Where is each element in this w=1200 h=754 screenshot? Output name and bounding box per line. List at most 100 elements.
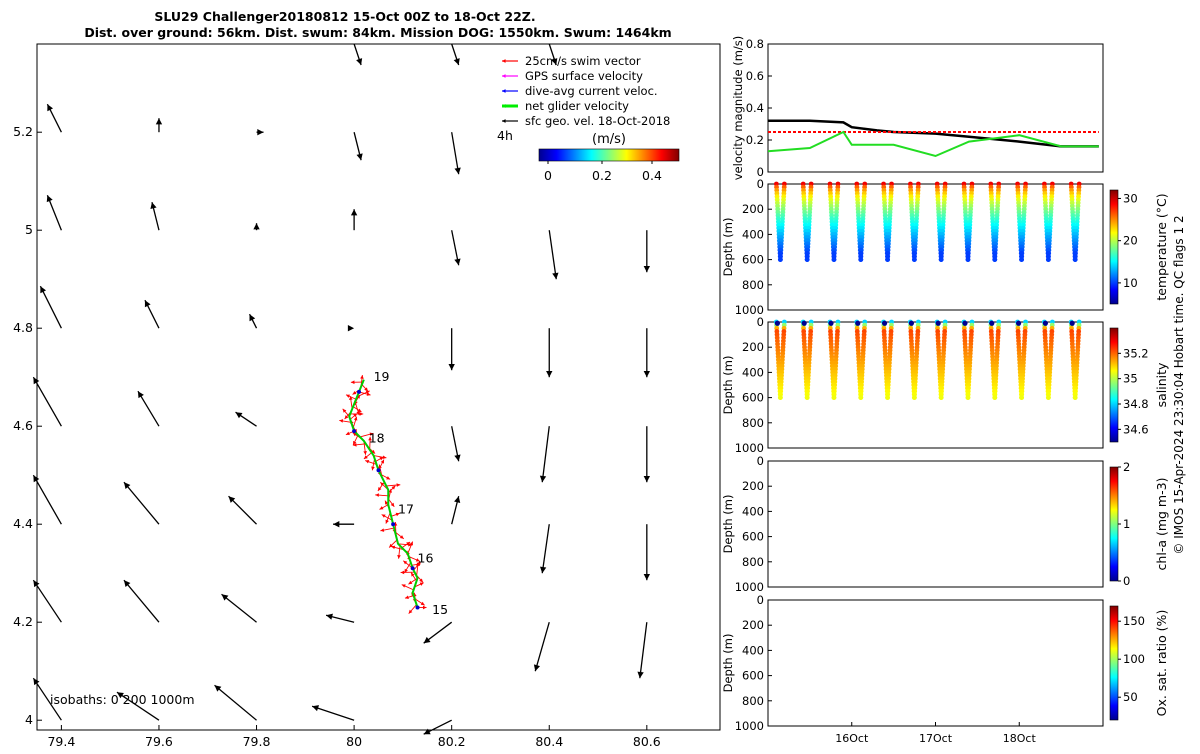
dive-profile (935, 182, 948, 262)
track-day-label: 18 (369, 430, 385, 445)
colorbar-tick-label: 0 (544, 168, 552, 183)
swim-vector (388, 486, 395, 493)
dive-profile (1042, 320, 1055, 400)
depth-y-tick-label: 400 (742, 643, 764, 657)
colorbar-tick-label: 35.2 (1123, 346, 1149, 360)
sfc-velocity-arrow (534, 622, 549, 671)
map-x-tick-label: 80.2 (438, 734, 466, 749)
sfc-velocity-arrow (156, 118, 162, 132)
depth-ylabel: Depth (m) (721, 495, 735, 554)
depth-colorbar (1110, 606, 1118, 720)
velocity-y-tick-label: 0.2 (746, 133, 764, 147)
dive-profile (828, 182, 841, 262)
sfc-velocity-arrow (354, 132, 363, 160)
swim-vector (376, 457, 384, 462)
swim-vector (402, 584, 414, 589)
sfc-velocity-arrow (326, 614, 354, 623)
map-y-tick-label: 4.2 (13, 614, 33, 629)
legend-swatch (502, 89, 518, 93)
dive-profile (854, 320, 867, 400)
sfc-velocity-arrow (449, 328, 455, 370)
map-x-tick-label: 80.6 (633, 734, 661, 749)
sfc-velocity-arrow (351, 209, 357, 230)
depth-y-tick-label: 200 (742, 340, 764, 354)
depth-y-tick-label: 0 (757, 454, 764, 468)
map-y-tick-label: 5.2 (13, 124, 33, 139)
sfc-velocity-arrow (145, 300, 159, 328)
dive-profile (1015, 320, 1028, 400)
swim-vector (386, 483, 400, 487)
depth-y-tick-label: 400 (742, 504, 764, 518)
depth-y-tick-label: 600 (742, 669, 764, 683)
map-x-tick-label: 79.6 (145, 734, 173, 749)
colorbar-label: chl-a (mg m-3) (1154, 478, 1169, 571)
legend-swatch (502, 74, 518, 78)
dive-profile (881, 182, 894, 262)
sfc-velocity-arrow (222, 594, 257, 622)
legend-item: GPS surface velocity (502, 69, 643, 83)
dive-avg-current-point (411, 566, 415, 570)
sfc-velocity-arrow (124, 580, 159, 622)
depth-y-tick-label: 800 (742, 416, 764, 430)
colorbar-tick-label: 0.4 (642, 168, 662, 183)
depth-colorbar (1110, 467, 1118, 581)
dive-profile (1015, 182, 1028, 262)
swim-vector (353, 417, 357, 428)
colorbar-label: salinity (1154, 362, 1169, 407)
sfc-velocity-arrow (249, 314, 256, 328)
colorbar-label: Ox. sat. ratio (%) (1154, 610, 1169, 717)
sfc-velocity-arrow (546, 328, 552, 377)
dive-profile (935, 320, 948, 400)
depth-colorbar (1110, 190, 1118, 304)
speed-colorbar (539, 149, 679, 161)
sfc-velocity-arrow (312, 705, 354, 720)
colorbar-tick-label: 34.8 (1123, 397, 1149, 411)
time-tick-label: 18Oct (1003, 732, 1037, 745)
legend-label: dive-avg current veloc. (525, 84, 658, 98)
map-x-tick-label: 80 (346, 734, 362, 749)
legend-swatch (502, 59, 518, 63)
velocity-ylabel: velocity magnitude (m/s) (731, 36, 745, 181)
dive-avg-current-point (416, 606, 420, 610)
velocity-y-tick-label: 0.8 (746, 37, 764, 51)
sfc-velocity-arrow (452, 132, 461, 174)
legend-label: GPS surface velocity (525, 69, 643, 83)
isobaths-label: isobaths: 0 200 1000m (50, 692, 195, 707)
depth-y-tick-label: 200 (742, 618, 764, 632)
velocity-series-line (768, 132, 1099, 156)
velocity-lines (768, 121, 1099, 156)
sfc-velocity-arrow (549, 230, 558, 279)
legend-item: sfc geo. vel. 18-Oct-2018 (502, 114, 670, 128)
colorbar-tick-label: 2 (1123, 460, 1130, 474)
sfc-velocity-arrow (424, 720, 452, 734)
title-line-1: SLU29 Challenger20180812 15-Oct 00Z to 1… (154, 9, 535, 24)
legend-item: dive-avg current veloc. (502, 84, 658, 98)
legend-label: 25cm/s swim vector (525, 54, 641, 68)
sfc-velocity-arrow (236, 412, 257, 426)
swim-vector (385, 512, 390, 523)
swim-vector (409, 605, 417, 614)
map-y-tick-label: 4.6 (13, 418, 33, 433)
sfc-velocity-arrow (452, 426, 461, 461)
map-y-tick-label: 5 (25, 222, 33, 237)
sfc-velocity-arrow (47, 104, 61, 132)
swim-vector (353, 435, 358, 445)
sfc-velocity-arrow (124, 482, 159, 524)
track-day-label: 16 (418, 551, 434, 566)
sfc-velocity-arrow (33, 580, 61, 622)
swim-vector (375, 493, 388, 497)
depth-y-tick-label: 0 (757, 177, 764, 191)
dive-avg-current-point (391, 522, 395, 526)
sfc-velocity-arrow (452, 230, 461, 265)
sfc-velocity-arrow (150, 202, 159, 230)
sfc-velocity-arrow (348, 325, 354, 331)
velocity-y-tick-label: 0.4 (746, 101, 764, 115)
dive-profile (1069, 320, 1082, 400)
map-x-tick-label: 79.4 (47, 734, 75, 749)
legend-label: net glider velocity (525, 99, 629, 113)
sfc-velocity-arrow (354, 44, 362, 65)
